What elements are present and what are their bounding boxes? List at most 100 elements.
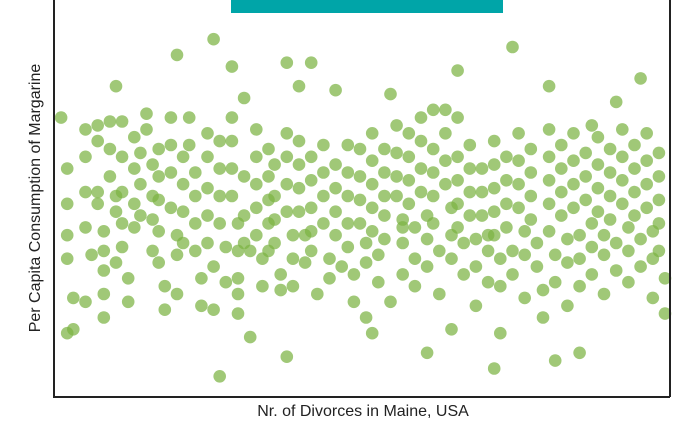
data-point <box>542 197 556 211</box>
data-point <box>567 127 580 140</box>
data-point <box>585 119 599 132</box>
data-point <box>329 158 342 171</box>
data-point <box>628 185 641 199</box>
data-point <box>249 150 263 164</box>
data-point <box>243 244 257 258</box>
data-point <box>292 205 306 218</box>
data-point <box>341 166 355 179</box>
data-point <box>426 189 440 203</box>
data-point <box>500 221 513 234</box>
data-point <box>219 240 233 254</box>
data-point <box>189 166 202 179</box>
data-point <box>79 185 92 199</box>
data-point <box>494 279 507 293</box>
data-point <box>616 174 629 187</box>
data-point <box>536 283 550 297</box>
data-point <box>207 260 220 273</box>
data-point <box>439 177 452 191</box>
data-point <box>329 228 342 242</box>
data-point <box>542 225 556 238</box>
data-point <box>542 79 556 93</box>
data-point <box>292 79 306 93</box>
data-point <box>414 134 428 148</box>
data-point <box>317 138 330 152</box>
data-point <box>249 228 263 242</box>
data-point <box>243 330 257 344</box>
data-point <box>268 158 281 171</box>
data-point <box>378 142 391 156</box>
data-point <box>140 107 153 120</box>
data-point <box>408 221 422 234</box>
data-point <box>597 228 611 242</box>
data-point <box>524 142 538 156</box>
data-point <box>213 217 226 230</box>
data-point <box>54 111 68 124</box>
data-point <box>280 177 294 191</box>
data-point <box>213 134 226 148</box>
data-point <box>420 232 434 246</box>
data-point <box>280 56 294 69</box>
data-point <box>304 174 318 187</box>
data-point <box>591 181 605 195</box>
data-point <box>384 295 397 309</box>
data-point <box>201 209 214 222</box>
data-point <box>103 115 117 128</box>
data-point <box>530 236 544 250</box>
data-point <box>640 127 653 140</box>
data-point <box>439 103 452 117</box>
data-point <box>652 170 666 183</box>
data-point <box>402 174 416 187</box>
data-point <box>451 64 464 77</box>
data-point <box>170 48 184 62</box>
data-point <box>262 142 275 156</box>
data-point <box>567 154 580 167</box>
data-point <box>225 134 239 148</box>
data-point <box>378 232 391 246</box>
data-point <box>67 291 80 305</box>
data-point <box>280 150 294 164</box>
data-point <box>249 123 263 136</box>
data-point <box>359 311 373 324</box>
data-point <box>292 134 306 148</box>
data-point <box>109 256 123 269</box>
data-point <box>469 232 483 246</box>
data-point <box>487 228 501 242</box>
data-point <box>634 232 647 246</box>
data-point <box>365 326 379 340</box>
data-point <box>207 303 220 317</box>
data-point <box>268 189 281 203</box>
data-point <box>463 209 477 222</box>
data-point <box>201 236 214 250</box>
data-point <box>201 127 214 140</box>
data-point <box>457 236 471 250</box>
data-point <box>622 275 635 289</box>
data-point <box>201 181 214 195</box>
data-point <box>475 185 489 199</box>
data-point <box>304 244 318 258</box>
data-point <box>390 119 403 132</box>
data-point <box>420 260 434 273</box>
data-point <box>512 201 525 215</box>
data-point <box>597 287 611 301</box>
data-point <box>329 83 342 97</box>
data-point <box>652 146 666 160</box>
data-point <box>481 244 495 258</box>
data-point <box>79 221 92 234</box>
data-point <box>182 111 196 124</box>
data-point <box>555 185 568 199</box>
data-point <box>402 127 416 140</box>
data-point <box>579 170 592 183</box>
data-point <box>152 170 165 183</box>
data-point <box>353 170 367 183</box>
data-point <box>414 185 428 199</box>
data-point <box>231 272 245 285</box>
data-point <box>304 56 318 69</box>
data-point <box>298 256 312 269</box>
data-point <box>408 279 422 293</box>
data-point <box>396 236 410 250</box>
data-point <box>176 177 190 191</box>
data-point <box>280 205 294 218</box>
data-point <box>115 185 129 199</box>
data-point <box>548 248 562 262</box>
